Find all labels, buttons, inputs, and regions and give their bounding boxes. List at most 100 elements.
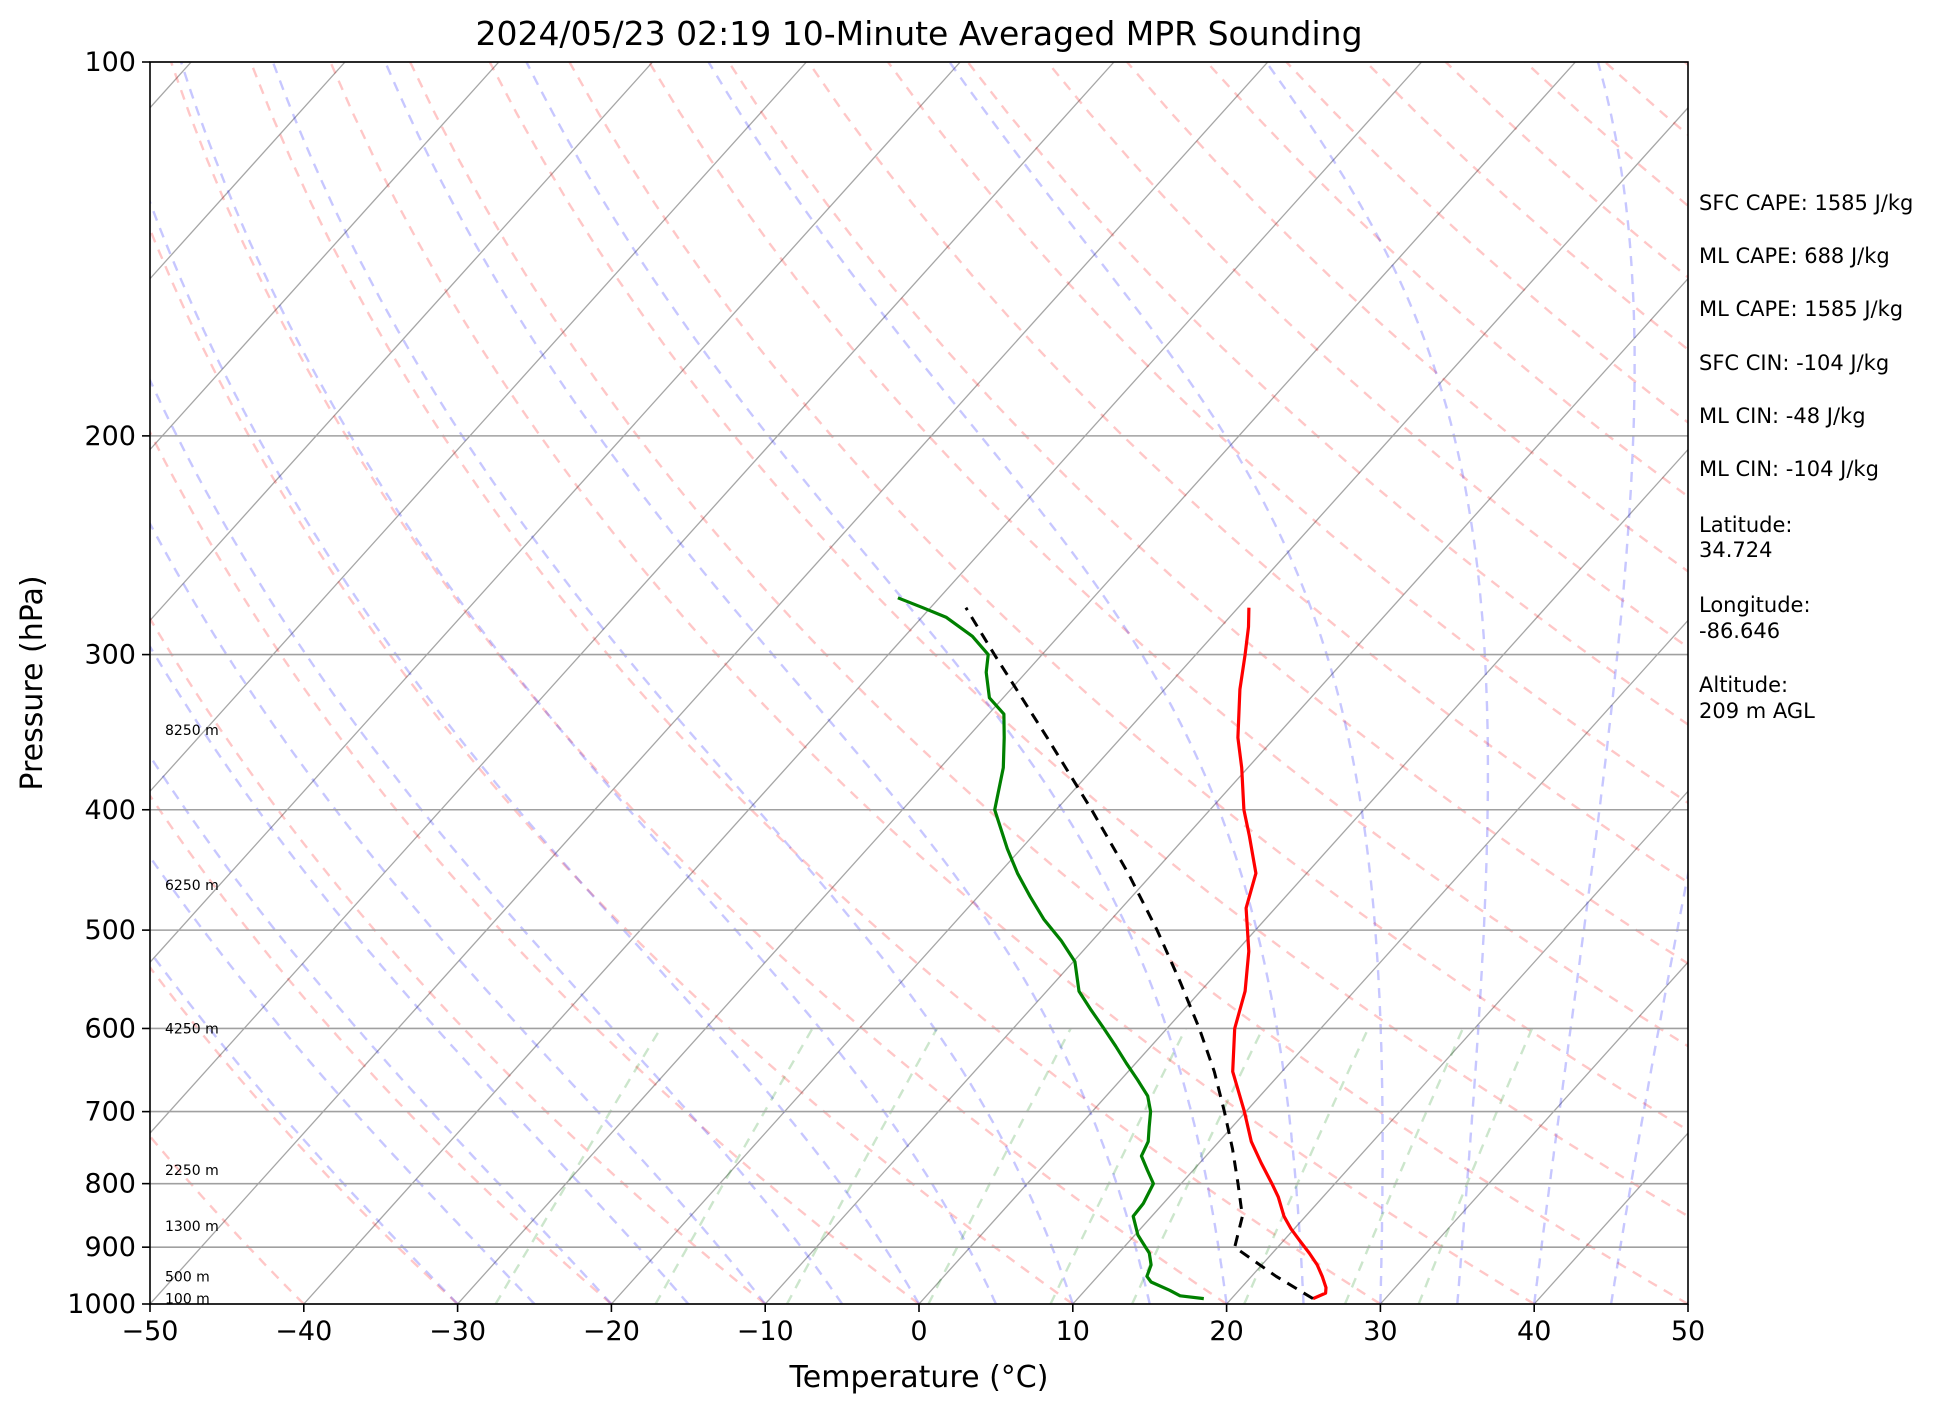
mixing-ratio-line (785, 1027, 939, 1304)
moist-adiabat-line (150, 949, 459, 1304)
moist-adiabat-line (1609, 868, 1688, 1304)
isotherm-line (150, 62, 500, 451)
height-label: 8250 m (165, 723, 219, 739)
dewpoint-line (897, 596, 1204, 1301)
moist-adiabat-line (1533, 62, 1636, 1304)
mixing-ratio-line (927, 1027, 1072, 1304)
x-tick-label: 20 (1209, 1316, 1243, 1347)
y-tick-label: 300 (84, 640, 136, 671)
sounding-series (897, 596, 1328, 1301)
x-axis-label: Temperature (°C) (789, 1360, 1049, 1395)
moist-adiabat-line (150, 198, 921, 1304)
isotherm-line (150, 62, 961, 964)
chart-title: 2024/05/23 02:19 10-Minute Averaged MPR … (475, 14, 1362, 53)
isotherm-line (610, 106, 1688, 1304)
stats-line: ML CAPE: 688 J/kg (1699, 244, 1890, 268)
moist-adiabat-line (707, 62, 1305, 1304)
moist-adiabat-line (525, 62, 1228, 1304)
mixing-ratio-line (654, 1027, 814, 1304)
background-lines (150, 62, 1688, 1304)
height-label: 500 m (165, 1269, 210, 1285)
stats-line: Altitude: (1699, 673, 1788, 697)
moist-adiabat-line (150, 377, 844, 1304)
height-label: 6250 m (165, 878, 219, 894)
x-tick-label: 0 (910, 1316, 927, 1347)
dry-adiabat-line (150, 965, 459, 1304)
x-tick-label: −20 (583, 1316, 640, 1347)
height-labels: 100 m 500 m 1300 m 2250 m 4250 m 6250 m 8250 m (165, 723, 219, 1308)
temperature-line (1231, 607, 1328, 1301)
y-tick-label: 800 (84, 1169, 136, 1200)
moist-adiabat-line (150, 753, 613, 1304)
x-tick-label: 50 (1671, 1316, 1705, 1347)
isotherm-line (150, 62, 346, 280)
sounding-stats-panel: SFC CAPE: 1585 J/kg ML CAPE: 688 J/kg ML C… (1699, 191, 1913, 723)
height-label: 100 m (165, 1292, 210, 1308)
x-tick-label: 10 (1056, 1316, 1090, 1347)
isotherm-line (303, 62, 1423, 1304)
moist-adiabat-line (179, 62, 997, 1304)
dry-adiabat-line (647, 62, 1688, 1048)
isotherm-line (1379, 961, 1688, 1304)
moist-adiabat-line (150, 644, 690, 1304)
mixing-ratio-line (1343, 1028, 1464, 1304)
isotherm-line (150, 62, 1269, 1304)
y-tick-label: 600 (84, 1013, 136, 1044)
stats-line: ML CAPE: 1585 J/kg (1699, 297, 1903, 321)
pressure-gridlines (150, 61, 1688, 1305)
moist-adiabat-line (150, 854, 536, 1304)
x-tick-label: 40 (1517, 1316, 1551, 1347)
dry-adiabat-line (150, 226, 1074, 1304)
height-label: 1300 m (165, 1219, 219, 1235)
dry-adiabat-line (169, 62, 1228, 1304)
dry-adiabat-line (150, 429, 920, 1304)
stats-line: SFC CAPE: 1585 J/kg (1699, 191, 1913, 215)
dry-adiabat-line (568, 62, 1688, 1132)
parcel-line (964, 606, 1314, 1300)
y-axis-ticks: 1000 900 800 700 600 500 400 300 200 100 (67, 47, 150, 1320)
x-tick-label: −50 (122, 1316, 179, 1347)
y-tick-label: 1000 (67, 1289, 136, 1320)
dry-adiabat-line (1046, 62, 1688, 649)
moist-adiabat-line (384, 62, 1151, 1304)
x-axis-ticks: −50 −40 −30 −20 −10 0 10 20 30 40 50 (122, 1304, 1705, 1347)
height-label: 2250 m (165, 1163, 219, 1179)
x-tick-label: −40 (275, 1316, 332, 1347)
moist-adiabat-line (948, 62, 1384, 1304)
isotherm-line (918, 448, 1688, 1304)
y-tick-label: 200 (84, 421, 136, 452)
y-tick-label: 400 (84, 795, 136, 826)
isotherm-line (1072, 619, 1688, 1304)
y-axis-label: Pressure (hPa) (15, 575, 50, 790)
stats-line: Latitude: (1699, 513, 1793, 537)
dry-adiabat-line (150, 616, 766, 1304)
stats-line: ML CIN: -104 J/kg (1699, 457, 1879, 481)
x-tick-label: −10 (737, 1316, 794, 1347)
y-tick-label: 700 (84, 1097, 136, 1128)
x-tick-label: 30 (1363, 1316, 1397, 1347)
mixing-ratio-line (494, 1027, 662, 1304)
stats-line: 34.724 (1699, 538, 1772, 562)
dry-adiabat-line (409, 62, 1688, 1304)
isotherm-line (457, 62, 1576, 1304)
height-label: 4250 m (165, 1021, 219, 1037)
dry-adiabat-line (329, 62, 1535, 1304)
stats-line: SFC CIN: -104 J/kg (1699, 351, 1889, 375)
x-tick-label: −30 (429, 1316, 486, 1347)
stats-line: 209 m AGL (1699, 699, 1815, 723)
y-tick-label: 500 (84, 915, 136, 946)
stats-line: Longitude: (1699, 593, 1811, 617)
dry-adiabat-line (249, 62, 1382, 1304)
moist-adiabat-line (150, 521, 767, 1304)
isotherm-line (764, 277, 1688, 1304)
plot-frame (149, 61, 1689, 1305)
dry-adiabat-line (887, 62, 1688, 805)
isotherm-line (150, 62, 807, 793)
stats-line: ML CIN: -48 J/kg (1699, 404, 1866, 428)
moist-adiabat-line (271, 62, 1074, 1304)
y-tick-label: 100 (84, 47, 136, 78)
dry-adiabat-line (150, 793, 613, 1304)
isotherm-line (150, 62, 1115, 1135)
